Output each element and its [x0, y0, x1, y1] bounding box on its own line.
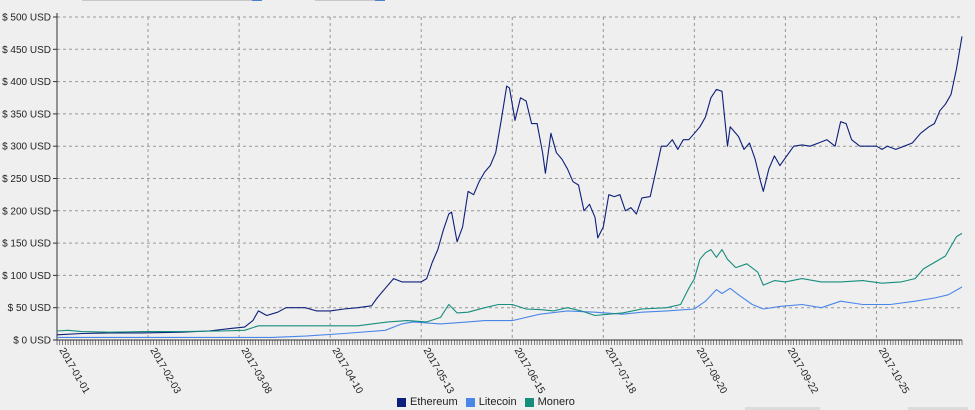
series-lines — [56, 36, 963, 338]
legend-item-litecoin[interactable]: Litecoin — [465, 396, 517, 408]
y-tick-label: $ 400 USD — [2, 77, 51, 88]
y-tick-label: $ 150 USD — [2, 239, 51, 250]
x-tick-label: 2017-10-25 — [876, 346, 911, 396]
x-tick-label: 2017-04-10 — [330, 346, 365, 396]
grid — [56, 16, 962, 340]
x-tick-label: 2017-09-22 — [785, 346, 820, 396]
series-line-monero — [56, 232, 963, 333]
legend-label: Monero — [537, 396, 575, 408]
y-tick-label: $ 350 USD — [2, 109, 51, 120]
x-tick-label: 2017-05-13 — [421, 346, 456, 396]
x-tick-label: 2017-02-03 — [147, 346, 182, 396]
x-tick-label: 2017-01-01 — [56, 346, 91, 396]
y-tick-label: $ 0 USD — [13, 336, 51, 347]
legend-swatch — [397, 397, 406, 407]
x-tick-label: 2017-07-18 — [603, 346, 638, 396]
y-tick-label: $ 200 USD — [2, 206, 51, 217]
y-tick-label: $ 300 USD — [2, 142, 51, 153]
range-slider-right-handle[interactable] — [375, 0, 385, 1]
legend-label: Litecoin — [478, 396, 517, 408]
range-slider-right[interactable] — [315, 0, 385, 1]
y-tick-label: $ 450 USD — [2, 45, 51, 56]
y-tick-label: $ 50 USD — [8, 303, 51, 314]
y-tick-label: $ 250 USD — [2, 174, 51, 185]
legend-label: Ethereum — [410, 396, 458, 408]
range-slider-left[interactable] — [82, 0, 262, 1]
range-slider-left-handle[interactable] — [252, 0, 262, 1]
series-line-ethereum — [56, 36, 963, 336]
legend: Ethereum Litecoin Monero — [397, 396, 575, 408]
x-tick-label: 2017-06-15 — [512, 346, 547, 396]
scrollbar-left[interactable] — [745, 407, 820, 410]
x-tick-label: 2017-08-20 — [694, 346, 729, 396]
series-line-litecoin — [57, 286, 963, 338]
legend-swatch — [465, 397, 475, 407]
legend-swatch — [524, 397, 534, 407]
x-tick-label: 2017-03-08 — [239, 346, 274, 396]
legend-item-ethereum[interactable]: Ethereum — [397, 396, 458, 408]
y-tick-label: $ 500 USD — [2, 13, 51, 24]
scrollbar-right[interactable] — [908, 407, 968, 410]
axes: $ 0 USD $ 50 USD $ 100 USD $ 150 USD $ 200 U… — [2, 13, 963, 396]
legend-item-monero[interactable]: Monero — [524, 396, 575, 408]
y-tick-label: $ 100 USD — [2, 271, 51, 282]
